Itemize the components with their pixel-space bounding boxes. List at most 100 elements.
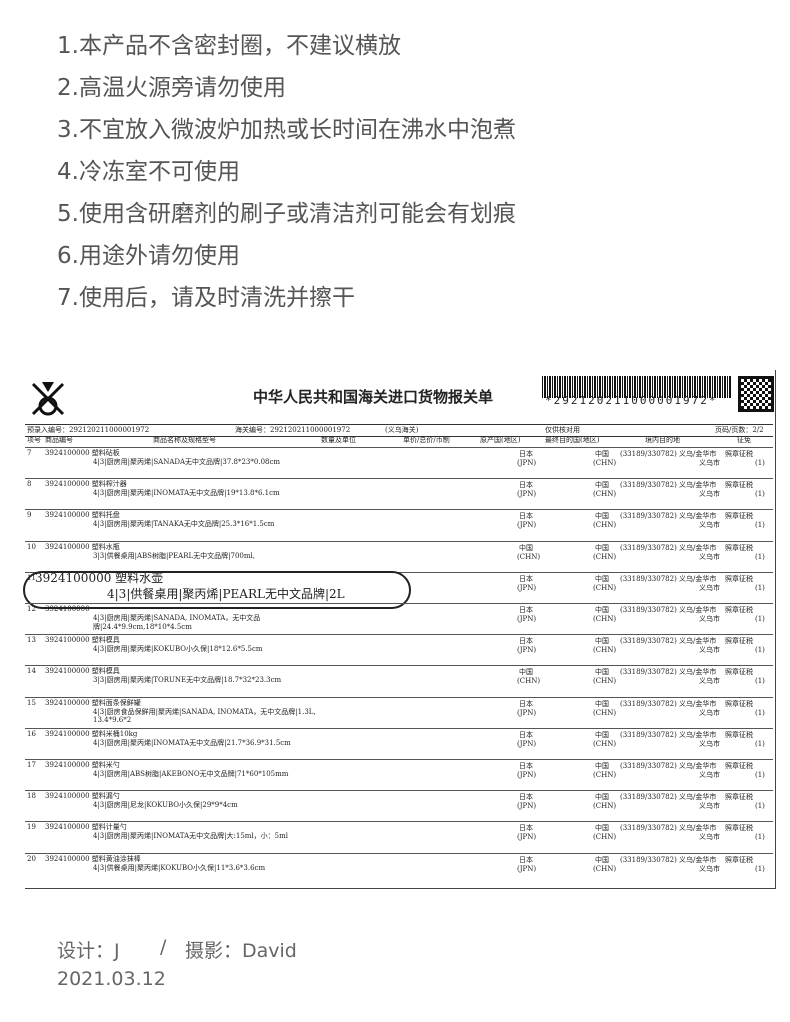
destination-code: (CHN) [593,677,617,686]
note-line: 6.用途外请勿使用 [57,243,240,269]
goods-code-name: 3924100000 塑料面条保鲜罐 [45,698,141,707]
goods-spec: 4|3|厨房用|聚丙烯|INOMATA无中文品牌|21.7*36.9*31.5c… [93,738,291,747]
port: (义乌海关) [385,426,419,434]
domestic-place: (33189/330782) 义乌/金华市 [620,699,717,708]
column-header: 境内目的地 [645,436,680,444]
goods-code-name: 3924100000 塑料漏勺 [45,792,120,801]
levy: 照章征税 [725,762,753,770]
levy: 照章征税 [725,730,753,739]
note-line: 4.冷冻室不可使用 [57,159,240,185]
destination-code: (CHN) [593,583,617,592]
goods-code-name: 3924100000 塑料榨汁器 [45,480,127,489]
goods-spec: 4|3|厨房用|聚丙烯|SANADA, INOMATA，无中文品牌|24.4*9… [93,614,261,631]
item-no: 11 [27,573,36,582]
domestic-place: (33189/330782) 义乌/金华市 [620,762,717,770]
destination: 中国 [595,512,609,521]
origin-code: (JPN) [517,771,537,779]
column-header: 商品名称及规格型号 [153,436,216,444]
origin: 日本 [519,450,533,458]
rule [25,424,773,425]
item-no: 19 [27,823,36,832]
note-line: 5.使用含研磨剂的刷子或清洁剂可能会有划痕 [57,201,516,227]
destination-code: (CHN) [593,615,617,623]
origin-code: (JPN) [517,646,537,655]
goods-spec: 4|3|厨房用|聚丙烯|INOMATA无中文品牌|大:15ml，小：5ml [93,832,288,841]
check-note: 仅供核对用 [545,426,580,434]
table-row: 15 3924100000 塑料面条保鲜罐 4|3|厨房食品保鲜用|聚丙烯|SANA… [25,696,773,729]
goods-code-name: 3924100000 塑料米勺 [45,761,120,769]
origin-code: (CHN) [517,552,541,561]
destination: 中国 [595,762,609,770]
table-row: 19 3924100000 塑料计量勺 4|3|厨房用|聚丙烯|INOMATA无中文… [25,821,773,853]
destination: 中国 [595,574,609,583]
preentry-no: 预录入编号：292120211000001972 [27,426,150,434]
photo-credit: 摄影：David [185,940,297,962]
destination: 中国 [595,606,609,614]
domestic-place: (33189/330782) 义乌/金华市 [620,668,717,677]
goods-code-name: 3924100000 塑料黄油涂抹棒 [45,854,141,863]
origin-code: (JPN) [517,864,537,873]
domestic-city: 义乌市 [699,802,720,811]
item-no: 12 [27,605,36,613]
domestic-city: 义乌市 [699,552,720,561]
goods-spec: 4|3|厨房用|聚丙烯|INOMATA无中文品牌|19*13.8*6.1cm [93,489,280,498]
levy-code: (1) [755,521,765,530]
levy: 照章征税 [725,824,753,833]
origin-code: (JPN) [517,459,537,467]
domestic-city: 义乌市 [699,708,720,717]
destination: 中国 [595,730,609,739]
goods-spec: 4|3|厨房用|聚丙烯|TANAKA无中文品牌|25.3*16*1.5cm [93,520,275,529]
table-row: 18 3924100000 塑料漏勺 4|3|厨房用|尼龙|KOKUBO小久保|29… [25,790,773,822]
levy-code: (1) [755,459,765,467]
column-header: 原产国(地区) [480,436,521,444]
domestic-city: 义乌市 [699,583,720,592]
origin: 日本 [519,512,533,521]
note-line: 3.不宜放入微波炉加热或长时间在沸水中泡煮 [57,117,516,143]
levy: 照章征税 [725,637,753,646]
levy: 照章征税 [725,668,753,677]
table-row: 16 3924100000 塑料米桶10kg 4|3|厨房用|聚丙烯|INOMATA… [25,727,773,760]
levy-code: (1) [755,802,765,811]
levy-code: (1) [755,646,765,655]
domestic-place: (33189/330782) 义乌/金华市 [620,481,717,490]
destination: 中国 [595,450,609,458]
destination: 中国 [595,668,609,677]
domestic-place: (33189/330782) 义乌/金华市 [620,512,717,521]
origin-code: (JPN) [517,708,537,717]
domestic-place: (33189/330782) 义乌/金华市 [620,543,717,552]
column-header: 单价/总价/币制 [403,436,450,444]
levy-code: (1) [755,864,765,873]
item-no: 9 [27,511,32,520]
table-row: 7 3924100000 塑料砧板 4|3|厨房用|聚丙烯|SANADA无中文品牌|… [25,447,773,479]
origin: 日本 [519,855,533,864]
destination: 中国 [595,543,609,552]
origin: 日本 [519,574,533,583]
goods-spec: 4|3|厨房用|ABS树脂|AKEBONO无中文品牌|71*60*105mm [93,770,289,778]
destination-code: (CHN) [593,490,617,499]
destination: 中国 [595,481,609,490]
destination: 中国 [595,855,609,864]
qr-code [738,376,774,412]
domestic-place: (33189/330782) 义乌/金华市 [620,637,717,646]
item-no: 10 [27,542,36,551]
column-header: 商品编号 [45,436,73,444]
origin: 日本 [519,637,533,646]
origin-code: (JPN) [517,583,537,592]
levy-code: (1) [755,490,765,499]
goods-spec: 4|3|厨房用|尼龙|KOKUBO小久保|29*9*4cm [93,801,238,810]
levy-code: (1) [755,615,765,623]
goods-code-name: 3924100000 塑料米桶10kg [45,729,138,738]
domestic-place: (33189/330782) 义乌/金华市 [620,793,717,802]
levy: 照章征税 [725,481,753,490]
origin: 中国 [519,543,533,552]
column-header: 项号 [27,436,41,444]
goods-code-name: 3924100000 塑料计量勺 [45,823,127,832]
domestic-city: 义乌市 [699,833,720,842]
design-credit: 设计：J [57,940,120,962]
destination: 中国 [595,793,609,802]
domestic-place: (33189/330782) 义乌/金华市 [620,606,717,614]
emblem [31,382,65,416]
goods-code-name: 3924100000 塑料砧板 [45,449,120,457]
domestic-place: (33189/330782) 义乌/金华市 [620,824,717,833]
